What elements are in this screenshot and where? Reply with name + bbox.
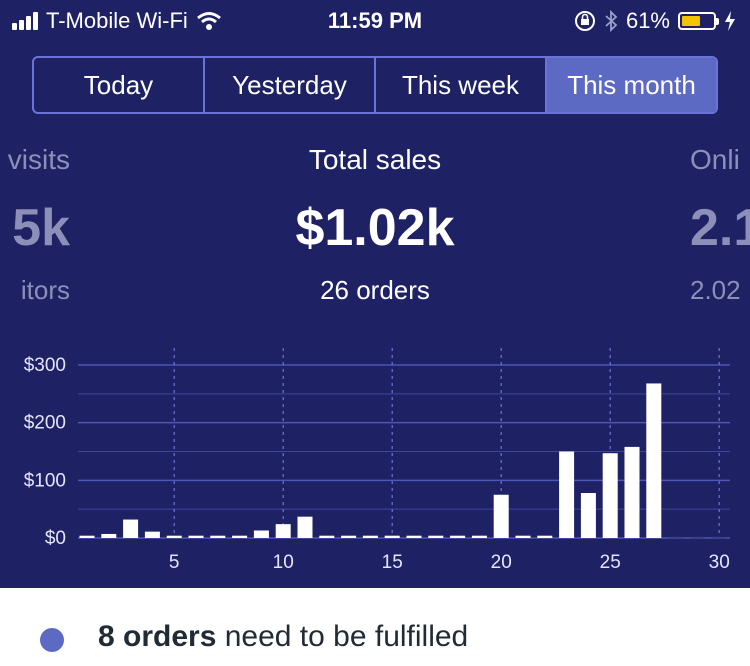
- chart-bar: [471, 535, 487, 538]
- status-left: T-Mobile Wi-Fi: [12, 8, 222, 34]
- chart-bar: [428, 535, 444, 538]
- chart-bar: [232, 535, 248, 538]
- chart-bar: [537, 535, 553, 538]
- metric-visitors-sub: itors: [20, 275, 70, 305]
- x-tick-label: 10: [273, 552, 294, 573]
- chart-bar: [275, 524, 291, 538]
- chart-bar: [624, 446, 640, 538]
- segment-today[interactable]: Today: [34, 58, 205, 112]
- chart-bar: [580, 493, 596, 538]
- chart-bar: [101, 533, 117, 538]
- y-tick-label: $0: [45, 528, 66, 549]
- status-bar: T-Mobile Wi-Fi 11:59 PM 61%: [0, 0, 750, 44]
- wifi-icon: [196, 12, 221, 30]
- sales-overview-panel: T-Mobile Wi-Fi 11:59 PM 61%: [0, 0, 750, 588]
- metric-visitors-card[interactable]: visits 5k itors: [0, 140, 70, 310]
- segment-yesterday[interactable]: Yesterday: [205, 58, 376, 112]
- date-range-segmented-control: Today Yesterday This week This month: [32, 56, 718, 114]
- orientation-lock-icon: [574, 11, 595, 31]
- chart-bar: [166, 535, 182, 538]
- fulfillment-message: need to be fulfilled: [216, 620, 469, 653]
- y-tick-label: $200: [24, 413, 66, 434]
- battery-percent: 61%: [625, 8, 670, 33]
- chart-bar: [689, 536, 705, 539]
- metric-online-sub: 2.02: [690, 275, 741, 305]
- charging-bolt-icon: [725, 11, 735, 31]
- status-time: 11:59 PM: [327, 8, 423, 33]
- chart-bar: [493, 494, 509, 538]
- fulfillment-alert-row[interactable]: 8 orders need to be fulfilled: [0, 610, 750, 666]
- metric-total-sales-title: Total sales: [308, 144, 442, 175]
- chart-bar: [123, 519, 139, 538]
- chart-bar: [711, 536, 727, 539]
- chart-bar: [559, 451, 575, 538]
- metric-online-card[interactable]: Onli 2.1 2.02: [690, 140, 750, 310]
- battery-level: [682, 16, 701, 26]
- x-tick-label: 25: [600, 552, 621, 573]
- metric-total-sales-card[interactable]: Total sales $1.02k 26 orders: [225, 140, 525, 310]
- x-tick-label: 15: [382, 552, 403, 573]
- chart-bar: [450, 535, 466, 538]
- metric-visitors-title: visits: [7, 144, 70, 175]
- chart-bar: [406, 535, 422, 538]
- carrier-label: T-Mobile Wi-Fi: [46, 8, 188, 33]
- x-tick-label: 20: [491, 552, 512, 573]
- y-tick-label: $100: [24, 470, 66, 491]
- chart-bar: [646, 383, 662, 538]
- bluetooth-icon: [605, 10, 618, 32]
- chart-bar: [210, 535, 226, 538]
- segment-this-week[interactable]: This week: [376, 58, 547, 112]
- chart-bar: [319, 535, 335, 538]
- segment-this-month[interactable]: This month: [547, 58, 716, 112]
- metric-total-sales-value: $1.02k: [295, 199, 455, 257]
- metric-online-value: 2.1: [690, 199, 750, 257]
- metric-visitors-value: 5k: [12, 199, 70, 257]
- chart-bar: [253, 530, 269, 538]
- sales-bar-chart-svg: $0 $100 $200 $300 5 10 15 20 25 30: [24, 348, 730, 573]
- status-right: 61%: [574, 8, 736, 34]
- fulfillment-count: 8 orders: [98, 620, 217, 653]
- metric-total-sales-orders: 26 orders: [320, 275, 430, 305]
- chart-bar: [297, 516, 313, 538]
- x-tick-label: 5: [169, 552, 180, 573]
- metric-online-title: Onli: [690, 144, 740, 175]
- status-dot-icon: [40, 628, 64, 652]
- chart-bar: [384, 535, 400, 538]
- chart-bar: [188, 535, 204, 538]
- chart-bar: [362, 535, 378, 538]
- sales-bar-chart: $0 $100 $200 $300 5 10 15 20 25 30: [0, 340, 750, 585]
- chart-bar: [341, 535, 357, 538]
- signal-icon: [12, 12, 38, 30]
- chart-bar: [144, 531, 160, 538]
- chart-bar: [515, 535, 531, 538]
- chart-bar: [668, 536, 684, 539]
- battery-icon: [678, 12, 719, 30]
- fulfillment-alert-text: 8 orders need to be fulfilled: [98, 620, 468, 654]
- y-tick-label: $300: [24, 355, 66, 376]
- chart-bar: [79, 535, 95, 538]
- x-tick-label: 30: [709, 552, 730, 573]
- chart-bar: [602, 453, 618, 538]
